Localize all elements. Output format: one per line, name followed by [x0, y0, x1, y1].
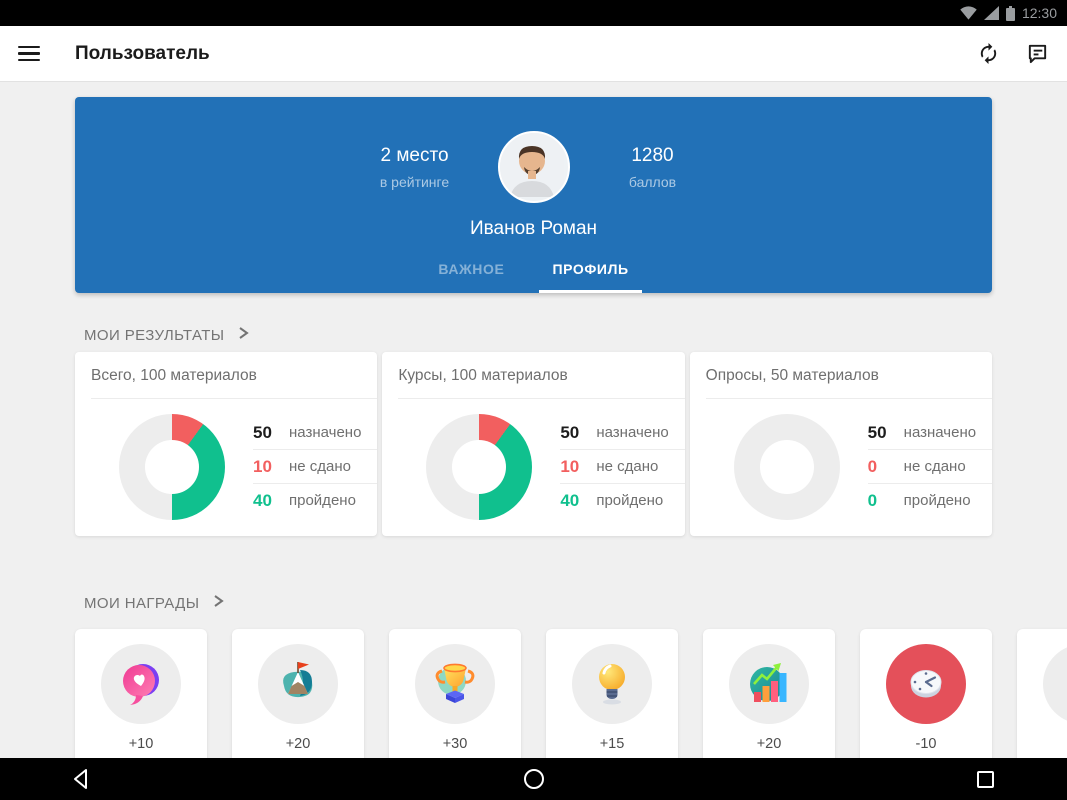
legend-row: 40 пройдено	[560, 490, 664, 510]
app-bar: Пользователь	[0, 26, 1067, 82]
legend: 50 назначено 0 не сдано 0 пройдено	[867, 416, 992, 517]
legend-row: 0 пройдено	[867, 490, 971, 510]
result-card-total[interactable]: Всего, 100 материалов 50 назначено 10 не с…	[75, 352, 378, 536]
mountain-flag-icon	[258, 644, 338, 724]
award-points: +30	[442, 736, 468, 752]
legend-row: 50 назначено	[867, 416, 992, 450]
chevron-right-icon	[236, 326, 250, 345]
home-icon[interactable]	[523, 758, 545, 800]
result-card-courses[interactable]: Курсы, 100 материалов 50 назначено 10 не с…	[382, 352, 685, 536]
legend-row: 0 не сдано	[867, 450, 992, 484]
chevron-right-icon	[211, 594, 225, 613]
light-bulb-icon	[572, 644, 652, 724]
awards-cards: +10 +20	[75, 629, 1067, 758]
award-card[interactable]: +15	[546, 629, 678, 758]
wifi-icon	[960, 6, 977, 20]
award-card[interactable]: +30	[389, 629, 521, 758]
content-area: 2 место в рейтинге 1280 баллов	[0, 82, 1067, 758]
rating-stat: 2 место в рейтинге	[370, 145, 460, 190]
clock-penalty-icon	[886, 644, 966, 724]
results-cards: Всего, 100 материалов 50 назначено 10 не с…	[75, 352, 992, 536]
legend-row: 40 пройдено	[253, 490, 356, 510]
award-card[interactable]: +20	[703, 629, 835, 758]
result-card-surveys[interactable]: Опросы, 50 материалов 50 назначено 0 не сд…	[689, 352, 992, 536]
back-icon[interactable]	[72, 758, 92, 800]
donut-chart-courses	[426, 413, 533, 520]
award-card[interactable]: +10	[75, 629, 207, 758]
award-points: +20	[756, 736, 782, 752]
menu-icon[interactable]	[18, 42, 42, 66]
donut-chart-total	[119, 413, 225, 520]
tab-vazhnoe[interactable]: ВАЖНОЕ	[438, 261, 505, 277]
award-card[interactable]: -10	[860, 629, 992, 758]
trophy-icon	[415, 644, 495, 724]
user-name: Иванов Роман	[469, 218, 598, 239]
points-label: баллов	[628, 173, 677, 190]
profile-tabs: ВАЖНОЕ ПРОФИЛЬ	[75, 245, 992, 293]
award-card[interactable]: +20	[232, 629, 364, 758]
award-points: -10	[915, 736, 937, 752]
battery-icon	[1005, 5, 1015, 21]
refresh-icon[interactable]	[977, 42, 1000, 65]
legend: 50 назначено 10 не сдано 40 пройдено	[253, 416, 378, 517]
results-section-header[interactable]: МОИ РЕЗУЛЬТАТЫ	[84, 326, 250, 345]
cell-signal-icon	[983, 6, 999, 20]
legend-row: 10 не сдано	[560, 450, 685, 484]
legend: 50 назначено 10 не сдано 40 пройдено	[560, 416, 685, 517]
result-card-title: Всего, 100 материалов	[91, 367, 257, 384]
heart-pin-icon	[101, 644, 181, 724]
growth-chart-icon	[729, 644, 809, 724]
tab-profil[interactable]: ПРОФИЛЬ	[528, 245, 652, 293]
points-value: 1280	[631, 144, 674, 166]
page-title: Пользователь	[75, 42, 210, 64]
legend-row: 50 назначено	[253, 416, 378, 450]
awards-section-title: МОИ НАГРАДЫ	[84, 595, 200, 612]
award-points: +10	[128, 736, 154, 752]
rating-label: в рейтинге	[379, 173, 450, 190]
status-time: 12:30	[1021, 5, 1057, 21]
result-card-title: Курсы, 100 материалов	[398, 367, 568, 384]
award-card[interactable]	[1017, 629, 1067, 758]
teal-badge-icon	[1043, 644, 1067, 724]
avatar	[497, 131, 570, 203]
results-section-title: МОИ РЕЗУЛЬТАТЫ	[84, 327, 225, 344]
donut-chart-surveys	[733, 413, 840, 520]
points-stat: 1280 баллов	[608, 145, 698, 190]
status-bar: 12:30	[0, 0, 1067, 26]
navigation-bar	[0, 758, 1067, 800]
message-icon[interactable]	[1026, 42, 1049, 65]
recents-icon[interactable]	[976, 758, 995, 800]
legend-row: 10 не сдано	[253, 450, 378, 484]
rating-value: 2 место	[380, 144, 449, 166]
result-card-title: Опросы, 50 материалов	[705, 367, 879, 384]
award-points: +15	[599, 736, 625, 752]
awards-section-header[interactable]: МОИ НАГРАДЫ	[84, 594, 225, 613]
award-points: +20	[285, 736, 311, 752]
profile-card: 2 место в рейтинге 1280 баллов	[75, 97, 992, 293]
legend-row: 50 назначено	[560, 416, 685, 450]
